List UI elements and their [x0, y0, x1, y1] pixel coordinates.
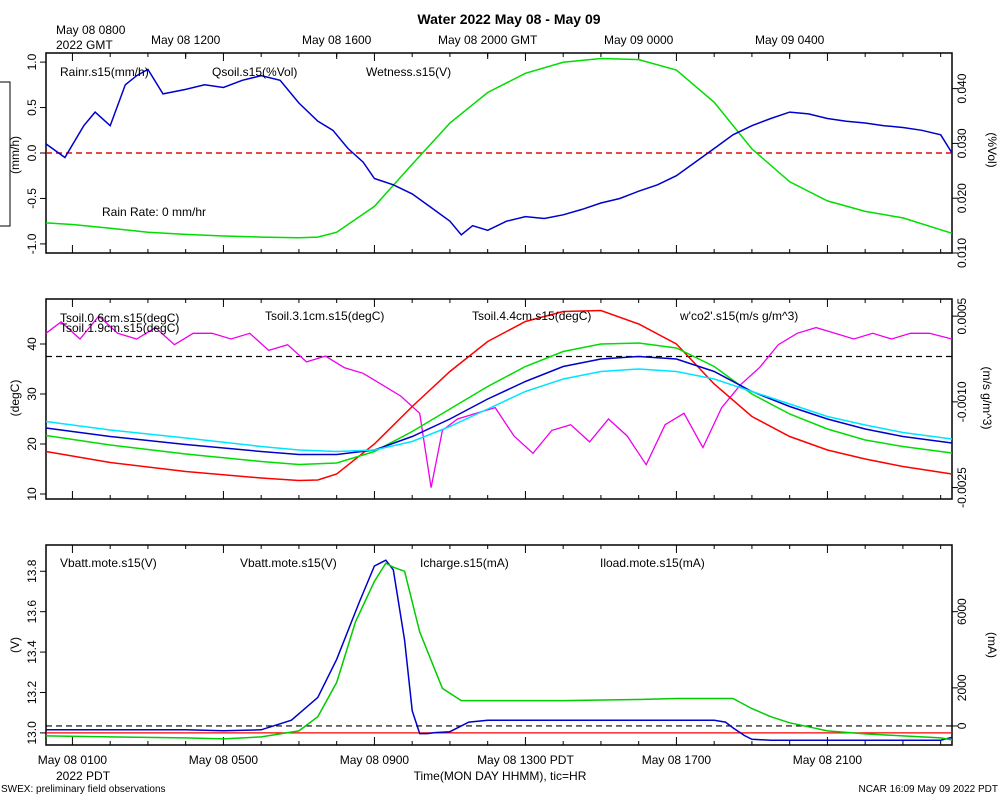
legend-tsoil-4-4cm: Tsoil.4.4cm.s15(degC) — [472, 309, 591, 323]
legend-vbatt-green: Vbatt.mote.s15(V) — [240, 556, 337, 570]
right-axis-tick-label: 0.020 — [955, 183, 969, 213]
panel-soil-temperature-right-axis-label: (m/s g/m^3) — [980, 367, 994, 430]
top-axis-tick-label: May 08 2000 GMT — [438, 33, 538, 47]
panel-battery-power-left-axis-label: (V) — [8, 637, 22, 653]
panel-water: -1.0 -0.5 0.0 0.5 1.0 0.010 0.020 0.030 0.040 Ra… — [8, 52, 999, 268]
footer-left-note: SWEX: preliminary field observations — [1, 784, 166, 795]
top-axis-tick-label: May 09 0400 — [755, 33, 825, 47]
left-edge-box — [0, 81, 11, 227]
panel-battery-power-right-axis-label: (mA) — [985, 632, 999, 658]
left-axis-tick-label: 20 — [25, 437, 39, 451]
series-tsoil-0-6cm-line — [45, 309, 953, 482]
right-axis-tick-label: 6000 — [955, 598, 969, 625]
panel-soil-temperature: 10 20 30 40 -0.0025 -0.0010 0.0005 Tsoil.0.6cm… — [8, 297, 994, 507]
right-axis-tick-label: -0.0010 — [955, 381, 969, 422]
bottom-axis-tick-label: May 08 0500 — [189, 753, 259, 767]
left-axis-tick-label: 1.0 — [25, 53, 39, 70]
legend-tsoil-1-9cm: Tsoil.1.9cm.s15(degC) — [60, 321, 179, 335]
bottom-axis-start-label: 2022 PDT — [56, 769, 111, 783]
panel-water-left-axis-label: (mm/h) — [8, 136, 22, 174]
panel-battery-power-frame — [45, 544, 953, 746]
series-vbatt-green-line — [45, 562, 953, 741]
chart-title: Water 2022 May 08 - May 09 — [417, 11, 600, 27]
bottom-axis-tick-label: May 08 1300 PDT — [477, 753, 574, 767]
left-axis-tick-label: 10 — [25, 487, 39, 501]
right-axis-tick-label: 0.0005 — [955, 297, 969, 334]
legend-qsoil: Qsoil.s15(%Vol) — [212, 65, 297, 79]
footer-right-timestamp: NCAR 16:09 May 09 2022 PDT — [858, 784, 998, 795]
top-axis-tick-label: May 09 0000 — [604, 33, 674, 47]
left-axis-tick-label: 13.2 — [25, 680, 39, 704]
right-axis-tick-label: 0.040 — [955, 73, 969, 103]
top-axis-start-label: May 08 0800 — [56, 23, 126, 37]
series-tsoil-1-9cm-line — [45, 342, 953, 466]
top-axis-tick-label: May 08 1200 — [151, 33, 221, 47]
panel-battery-power: 13.0 13.2 13.4 13.6 13.8 0 2000 6000 Vbatt.mote… — [8, 544, 999, 746]
panel-water-right-axis-label: (%Vol) — [985, 132, 999, 167]
right-axis-tick-label: -0.0025 — [955, 467, 969, 508]
legend-wco2: w'co2'.s15(m/s g/m^3) — [679, 309, 798, 323]
legend-iload: Iload.mote.s15(mA) — [600, 556, 705, 570]
legend-vbatt-red: Vbatt.mote.s15(V) — [60, 556, 157, 570]
top-axis-tick-label: May 08 1600 — [302, 33, 372, 47]
panel-soil-temperature-frame — [45, 298, 953, 500]
legend-icharge: Icharge.s15(mA) — [420, 556, 509, 570]
left-axis-tick-label: 40 — [25, 337, 39, 351]
left-axis-tick-label: 13.6 — [25, 600, 39, 624]
series-wetness-line — [45, 68, 953, 236]
left-axis-tick-label: 30 — [25, 387, 39, 401]
right-axis-tick-label: 2000 — [955, 674, 969, 701]
legend-rainr: Rainr.s15(mm/h) — [60, 65, 149, 79]
top-axis-ticks: May 08 1200 May 08 1600 May 08 2000 GMT May… — [151, 33, 825, 59]
bottom-axis-tick-label: May 08 1700 — [642, 753, 712, 767]
left-axis-tick-label: 0.5 — [25, 99, 39, 116]
series-icharge-line — [46, 559, 953, 741]
right-axis-tick-label: 0.030 — [955, 128, 969, 158]
bottom-axis-tick-label: May 08 0100 — [38, 753, 108, 767]
bottom-axis-ticks: May 08 0100 May 08 0500 May 08 0900 May 08 … — [38, 753, 863, 767]
rain-rate-annotation: Rain Rate: 0 mm/hr — [102, 205, 206, 219]
series-tsoil-4-4cm-line — [45, 368, 953, 453]
bottom-axis-tick-label: May 08 0900 — [340, 753, 410, 767]
left-axis-tick-label: -0.5 — [25, 188, 39, 209]
x-axis-title: Time(MON DAY HHMM), tic=HR — [414, 769, 587, 783]
legend-tsoil-3-1cm: Tsoil.3.1cm.s15(degC) — [265, 309, 384, 323]
legend-tsoil-0-6cm: Tsoil.0.6cm.s15(degC) — [60, 311, 179, 325]
series-tsoil-3-1cm-line — [45, 355, 953, 456]
left-axis-tick-label: -1.0 — [25, 233, 39, 254]
legend-wetness: Wetness.s15(V) — [366, 65, 451, 79]
series-qsoil-line — [45, 57, 953, 239]
right-axis-tick-label: 0 — [955, 722, 969, 729]
left-axis-tick-label: 13.4 — [25, 640, 39, 664]
bottom-axis-tick-label: May 08 2100 — [793, 753, 863, 767]
panel-soil-temperature-left-axis-label: (degC) — [8, 380, 22, 417]
right-axis-tick-label: 0.010 — [955, 238, 969, 268]
left-axis-tick-label: 13.0 — [25, 721, 39, 745]
top-axis-start-label-year: 2022 GMT — [56, 38, 113, 52]
left-axis-tick-label: 0.0 — [25, 144, 39, 161]
left-axis-tick-label: 13.8 — [25, 559, 39, 583]
